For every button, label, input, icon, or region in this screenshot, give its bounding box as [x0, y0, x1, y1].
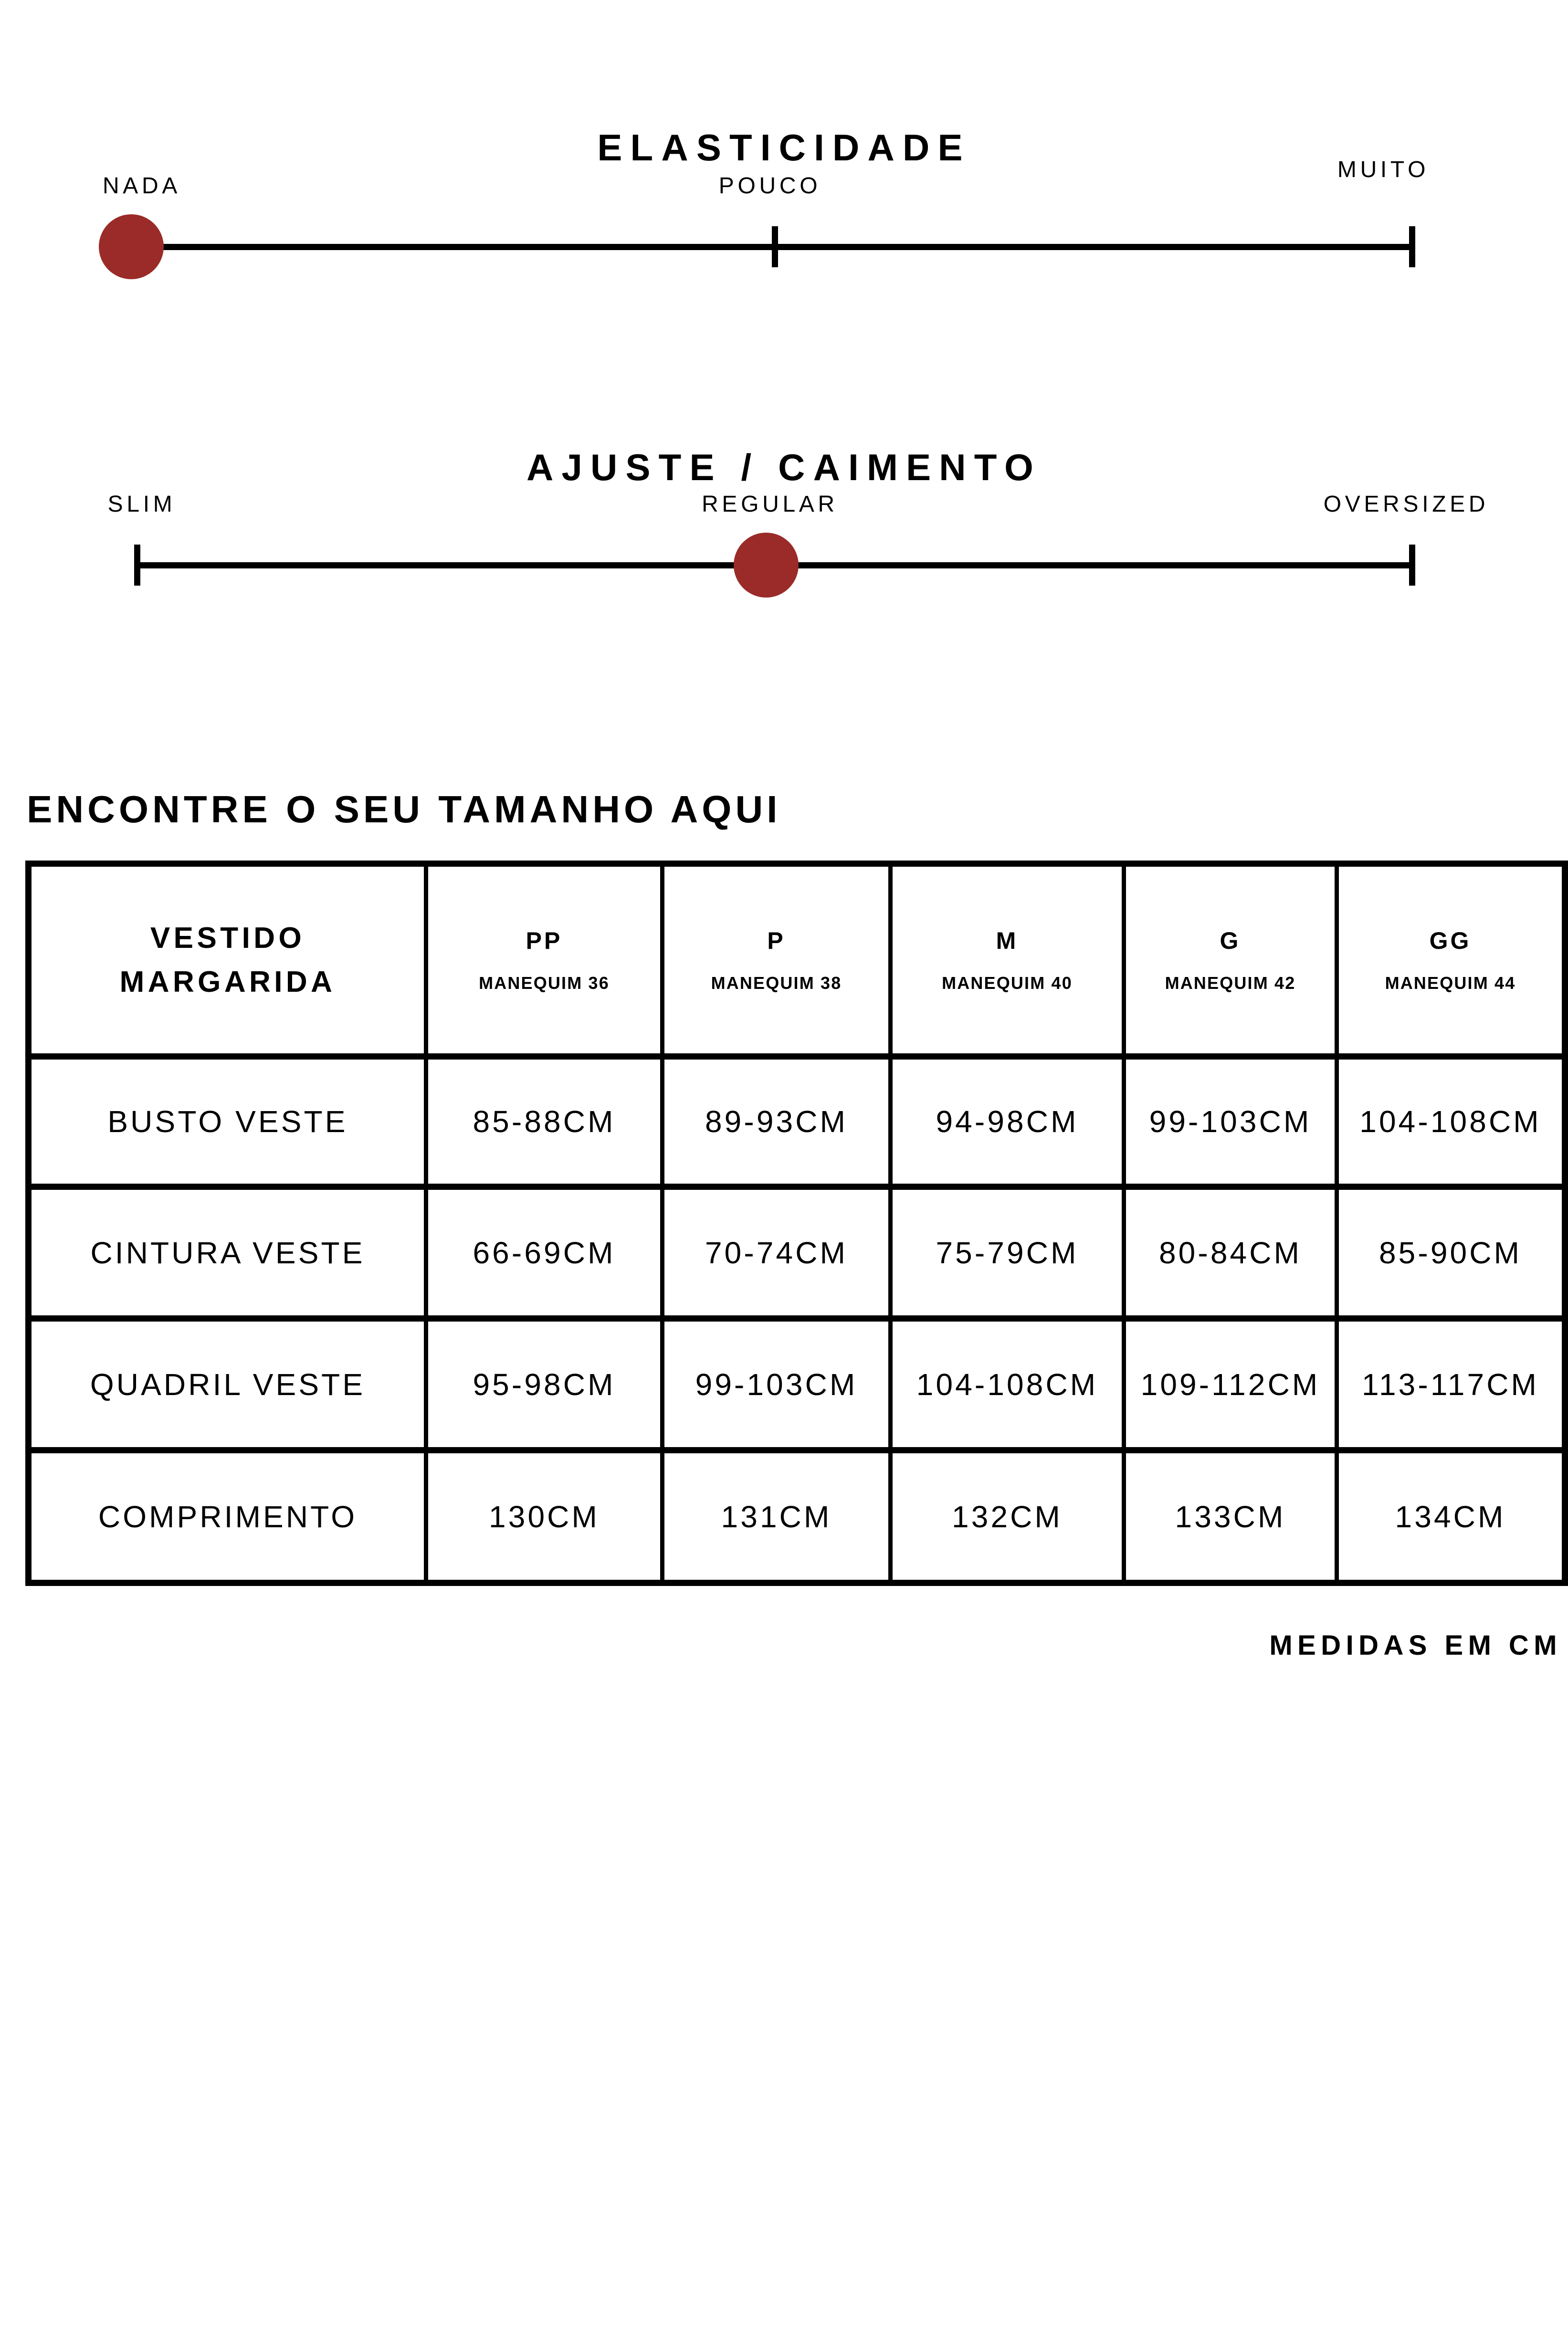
fit-label-slim: SLIM	[107, 492, 176, 517]
measurements-footnote: MEDIDAS EM CM	[1269, 1630, 1562, 1661]
cell-value: 104-108CM	[1335, 1053, 1567, 1190]
product-name-line2: MARGARIDA	[119, 965, 336, 998]
size-code: GG	[1429, 927, 1472, 954]
elasticity-selected-dot	[99, 214, 164, 279]
product-name-cell: VESTIDO MARGARIDA	[26, 861, 428, 1060]
row-label: QUADRIL VESTE	[26, 1315, 428, 1453]
product-name-line1: VESTIDO	[150, 921, 305, 955]
fit-selected-dot	[734, 533, 799, 598]
cell-value: 130CM	[424, 1447, 664, 1586]
row-label: COMPRIMENTO	[26, 1447, 428, 1586]
column-header-p: P MANEQUIM 38	[660, 861, 893, 1060]
size-code: G	[1220, 927, 1241, 954]
elasticity-label-pouco: POUCO	[718, 173, 821, 199]
size-code: M	[996, 927, 1019, 954]
cell-value: 85-90CM	[1335, 1184, 1567, 1322]
mannequin-label: MANEQUIM 36	[479, 973, 610, 993]
size-table: VESTIDO MARGARIDA PP MANEQUIM 36 P MANEQ…	[25, 861, 1568, 1586]
fit-label-oversized: OVERSIZED	[1323, 492, 1489, 517]
mannequin-label: MANEQUIM 44	[1385, 973, 1516, 993]
mannequin-label: MANEQUIM 40	[942, 973, 1073, 993]
mannequin-label: MANEQUIM 38	[711, 973, 842, 993]
column-header-g: G MANEQUIM 42	[1122, 861, 1339, 1060]
table-row-quadril: QUADRIL VESTE 95-98CM 99-103CM 104-108CM…	[26, 1315, 1567, 1453]
elasticity-middle-tick	[772, 226, 778, 267]
cell-value: 95-98CM	[424, 1315, 664, 1453]
fit-end-tick	[1409, 545, 1415, 586]
cell-value: 109-112CM	[1122, 1315, 1339, 1453]
cell-value: 104-108CM	[888, 1315, 1126, 1453]
cell-value: 134CM	[1335, 1447, 1567, 1586]
column-header-pp: PP MANEQUIM 36	[424, 861, 664, 1060]
size-table-header-row: VESTIDO MARGARIDA PP MANEQUIM 36 P MANEQ…	[26, 861, 1567, 1060]
cell-value: 94-98CM	[888, 1053, 1126, 1190]
row-label: BUSTO VESTE	[26, 1053, 428, 1190]
table-row-busto: BUSTO VESTE 85-88CM 89-93CM 94-98CM 99-1…	[26, 1053, 1567, 1190]
cell-value: 99-103CM	[660, 1315, 893, 1453]
cell-value: 99-103CM	[1122, 1053, 1339, 1190]
fit-title: AJUSTE / CAIMENTO	[526, 446, 1042, 488]
row-label: CINTURA VESTE	[26, 1184, 428, 1322]
cell-value: 133CM	[1122, 1447, 1339, 1586]
size-section-heading: ENCONTRE O SEU TAMANHO AQUI	[27, 788, 781, 831]
elasticity-label-muito: MUITO	[1337, 157, 1430, 182]
cell-value: 75-79CM	[888, 1184, 1126, 1322]
cell-value: 132CM	[888, 1447, 1126, 1586]
fit-start-tick	[134, 545, 140, 586]
fit-label-regular: REGULAR	[702, 492, 838, 517]
cell-value: 66-69CM	[424, 1184, 664, 1322]
cell-value: 131CM	[660, 1447, 893, 1586]
size-code: PP	[526, 927, 563, 954]
cell-value: 70-74CM	[660, 1184, 893, 1322]
column-header-gg: GG MANEQUIM 44	[1335, 861, 1567, 1060]
cell-value: 113-117CM	[1335, 1315, 1567, 1453]
elasticity-end-tick	[1409, 226, 1415, 267]
elasticity-label-nada: NADA	[102, 173, 181, 199]
table-row-comprimento: COMPRIMENTO 130CM 131CM 132CM 133CM 134C…	[26, 1447, 1567, 1586]
cell-value: 85-88CM	[424, 1053, 664, 1190]
cell-value: 80-84CM	[1122, 1184, 1339, 1322]
mannequin-label: MANEQUIM 42	[1165, 973, 1296, 993]
size-code: P	[767, 927, 786, 954]
cell-value: 89-93CM	[660, 1053, 893, 1190]
elasticity-title: ELASTICIDADE	[597, 126, 971, 168]
table-row-cintura: CINTURA VESTE 66-69CM 70-74CM 75-79CM 80…	[26, 1184, 1567, 1322]
column-header-m: M MANEQUIM 40	[888, 861, 1126, 1060]
